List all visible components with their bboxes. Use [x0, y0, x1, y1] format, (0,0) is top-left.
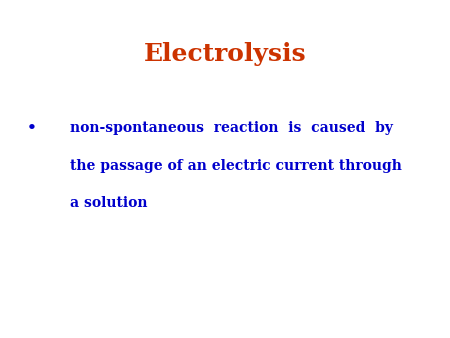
Text: a solution: a solution — [70, 196, 147, 210]
Text: the passage of an electric current through: the passage of an electric current throu… — [70, 159, 401, 173]
Text: non-spontaneous  reaction  is  caused  by: non-spontaneous reaction is caused by — [70, 121, 393, 136]
Text: •: • — [27, 121, 36, 136]
Text: Electrolysis: Electrolysis — [144, 42, 306, 66]
